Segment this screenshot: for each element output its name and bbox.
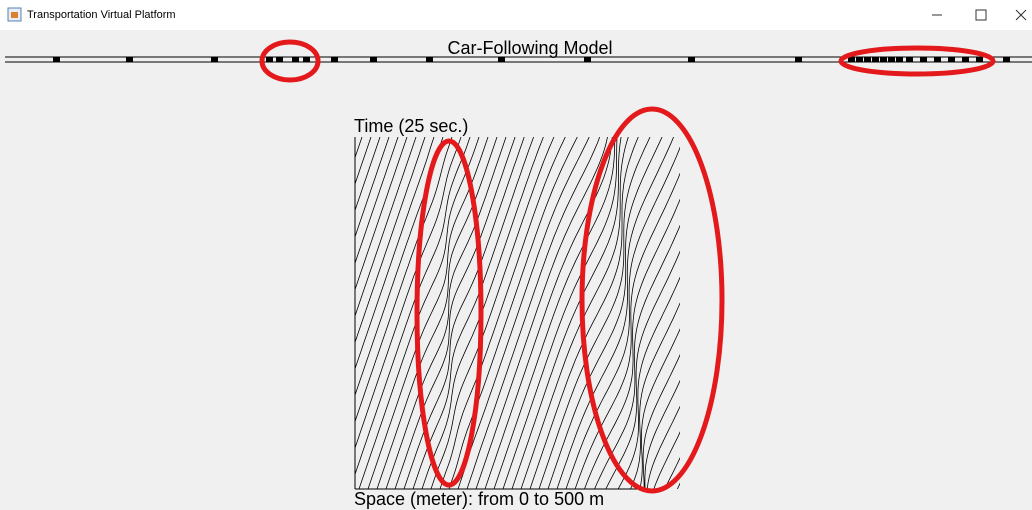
trajectory (617, 276, 680, 489)
car (948, 57, 955, 62)
trajectory (639, 328, 680, 489)
trajectory (556, 137, 674, 489)
trajectory (511, 137, 622, 489)
trajectory (605, 250, 680, 489)
car (688, 57, 695, 62)
trajectory (355, 137, 471, 476)
trajectory (355, 137, 399, 265)
trajectory (630, 302, 680, 489)
trajectory (355, 137, 453, 423)
trajectory (358, 137, 480, 489)
car (864, 57, 871, 62)
trajectory (355, 137, 462, 450)
car (962, 57, 969, 62)
car (331, 57, 338, 62)
car (872, 57, 879, 62)
trajectory (215, 137, 335, 489)
trajectory (664, 457, 680, 489)
trajectory (355, 137, 363, 159)
trajectory (502, 137, 618, 489)
highlight-ellipse (579, 106, 725, 494)
car (292, 57, 299, 62)
trajectories (215, 137, 680, 489)
car (498, 57, 505, 62)
car (906, 57, 913, 62)
trajectory (642, 354, 680, 489)
trajectory (646, 405, 680, 489)
trajectory (493, 137, 616, 489)
trajectory (466, 137, 601, 489)
trajectory (677, 482, 680, 489)
car (888, 57, 895, 62)
trajectory (394, 137, 516, 489)
trajectory (355, 137, 372, 186)
trajectory (475, 137, 608, 489)
trajectory (367, 137, 489, 489)
car (920, 57, 927, 62)
car (211, 57, 218, 62)
car (896, 57, 903, 62)
trajectory (520, 137, 629, 489)
trajectory (355, 137, 390, 238)
highlight-ellipse (259, 39, 321, 83)
trajectory (448, 137, 578, 489)
trajectory (355, 137, 426, 344)
car (848, 57, 855, 62)
car (795, 57, 802, 62)
trajectory (529, 137, 639, 489)
trajectory (355, 137, 417, 318)
car (976, 57, 983, 62)
trajectory (412, 137, 534, 489)
trajectory (547, 137, 663, 489)
car (370, 57, 377, 62)
trajectory (403, 137, 525, 489)
title-bar (0, 0, 1032, 30)
header-title: Car-Following Model (447, 38, 612, 58)
trajectory (376, 137, 498, 489)
car (53, 57, 60, 62)
car (584, 57, 591, 62)
close-button[interactable] (1015, 9, 1027, 21)
car (276, 57, 283, 62)
trajectory (224, 137, 344, 489)
car (303, 57, 310, 62)
maximize-button[interactable] (975, 9, 987, 21)
trajectory (484, 137, 613, 489)
y-axis-label: Time (25 sec.) (354, 116, 468, 136)
trajectory (457, 137, 590, 489)
trajectory (355, 137, 381, 212)
trajectory (385, 137, 507, 489)
car (126, 57, 133, 62)
car (266, 57, 273, 62)
app-icon (7, 7, 22, 22)
trajectory (538, 137, 651, 489)
highlight-ellipse (414, 138, 484, 488)
car (856, 57, 863, 62)
trajectory (644, 379, 680, 489)
car (880, 57, 887, 62)
highlight-ellipse (838, 45, 996, 77)
trajectory (355, 137, 435, 370)
window-title: Transportation Virtual Platform (27, 9, 176, 21)
trajectory (439, 137, 566, 489)
x-axis-label: Space (meter): from 0 to 500 m (354, 489, 604, 509)
annotations (259, 39, 996, 494)
road (5, 56, 1032, 63)
trajectory (430, 137, 555, 489)
trajectory (565, 146, 680, 489)
trajectory (584, 198, 680, 489)
car (426, 57, 433, 62)
car (1003, 57, 1010, 62)
trajectory (594, 224, 680, 489)
trajectory (355, 137, 408, 291)
car (934, 57, 941, 62)
trajectory (233, 137, 353, 489)
